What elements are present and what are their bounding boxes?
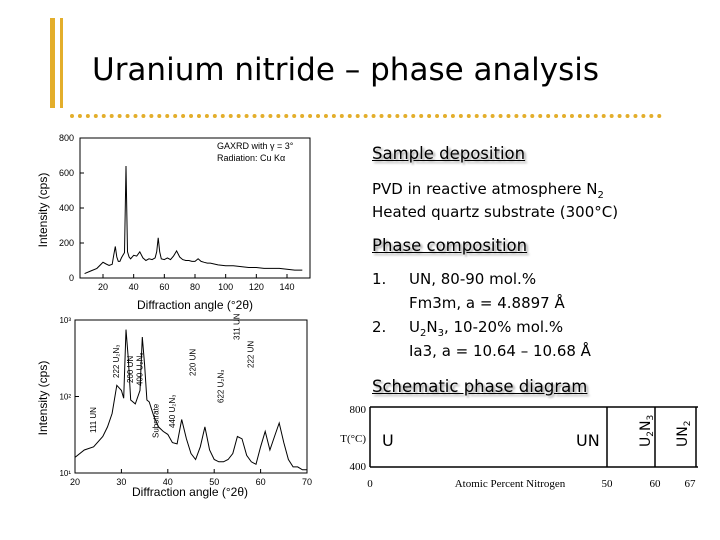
pd-column-u2n3: U2N3 [638,415,656,447]
deposition-line1-text: PVD in reactive atmosphere N [372,180,598,198]
composition-item2-num: 2. [372,318,387,336]
composition-item2-a: U [409,318,420,336]
pd-x-label: Atomic Percent Nitrogen [455,478,566,490]
c2-peak-labels: 111 UN 222 U₂N₃ 200 UN 400 U₂N₃ Substrate 440… [89,313,256,438]
composition-item2-sub2: 3 [437,328,444,339]
c2-x-tick-label: 40 [163,477,173,487]
c1-y-tick-label: 600 [59,168,74,178]
composition-item1-line1: UN, 80-90 mol.% [409,270,537,288]
c1-y-tick-label: 400 [59,203,74,213]
c2-y-label: Intensity (cps) [36,361,50,436]
c2-x-tick-label: 20 [70,477,80,487]
xrd-chart-log: 20 30 40 50 60 70 10¹ 10² 10³ 111 UN 222 U₂N₃ 200 … [36,313,312,499]
c2-peak-label: 111 UN [89,407,98,433]
c2-peak-label: Substrate [152,403,161,438]
c1-y-tick-label: 0 [69,273,74,283]
c1-y-tick-label: 200 [59,238,74,248]
c2-x-tick-label: 60 [256,477,266,487]
c1-x-tick-label: 20 [98,282,108,292]
c2-series-line [74,329,307,471]
c2-x-tick-label: 70 [302,477,312,487]
c2-x-tick-label: 50 [209,477,219,487]
xrd-chart-wide-range: 20 40 60 80 100 120 140 0 200 400 600 800 GAXRD wit… [36,133,311,312]
c2-peak-label: 200 UN [126,356,135,383]
composition-item2-b: N [426,318,438,336]
composition-heading: Phase composition [372,236,528,255]
c2-y-tick-label: 10² [59,393,71,402]
pd-x-tick-0: 0 [367,478,373,490]
phase-diagram: 800 T(°C) 400 U UN U2N3 UN2 0 Atomic Per… [340,404,698,490]
composition-item2-line2: Ia3, a = 10.64 – 10.68 Å [409,342,591,360]
pd-region-u: U [382,431,394,450]
deposition-heading: Sample deposition [372,144,526,163]
pd-x-tick-50: 50 [602,478,614,490]
c1-x-tick-label: 140 [279,282,294,292]
deposition-line2: Heated quartz substrate (300°C) [372,203,619,221]
c1-annotation-line2: Radiation: Cu Kα [217,153,285,163]
phase-diagram-heading: Schematic phase diagram [372,377,588,396]
title-dotted-rule [70,114,662,118]
deposition-line1-sub: 2 [597,190,604,201]
pd-x-tick-60: 60 [650,478,662,490]
pd-region-un: UN [576,431,600,450]
c2-peak-label: 222 U₂N₃ [112,345,121,379]
frame-bar-right [60,18,63,108]
c1-y-label: Intensity (cps) [36,173,50,248]
composition-item1-line2: Fm3m, a = 4.8897 Å [409,294,565,312]
c1-x-tick-label: 120 [249,282,264,292]
c2-tick-labels: 20 30 40 50 60 70 10¹ 10² 10³ [59,316,312,487]
c2-x-tick-label: 30 [116,477,126,487]
c2-peak-label: 222 UN [247,341,256,368]
c2-peak-label: 440 U₂N₃ [168,395,177,429]
c2-axes [74,319,308,474]
pd-x-tick-67: 67 [685,478,697,490]
slide-title: Uranium nitride – phase analysis [92,52,600,88]
c2-plot-frame [74,319,308,474]
c1-annotation-line1: GAXRD with γ = 3° [217,141,294,151]
pd-column-un2: UN2 [675,421,693,447]
c1-x-tick-label: 60 [159,282,169,292]
c1-axes [79,137,311,279]
c2-x-label: Diffraction angle (°2θ) [132,485,248,499]
c2-y-tick-label: 10¹ [59,469,71,478]
composition-item2-c: , 10-20% mol.% [443,318,564,336]
c1-x-tick-label: 80 [190,282,200,292]
composition-item1-num: 1. [372,270,387,288]
c2-peak-label: 400 U₂N₃ [135,353,144,387]
pd-y-tick-400: 400 [350,461,367,473]
pd-y-label: T(°C) [340,433,366,445]
c1-x-tick-label: 100 [218,282,233,292]
deposition-line1: PVD in reactive atmosphere N2 [372,180,604,201]
c2-peak-label: 220 UN [189,349,198,376]
c1-tick-labels: 20 40 60 80 100 120 140 0 200 400 600 800 [59,133,295,292]
pd-y-tick-800: 800 [350,404,367,416]
c2-peak-label: 311 UN [233,313,242,340]
c2-y-tick-label: 10³ [59,316,71,325]
c1-x-label: Diffraction angle (°2θ) [137,298,253,312]
composition-item2-sub1: 2 [419,328,427,339]
frame-bar-left [50,18,55,108]
c1-series-line [84,165,303,275]
composition-item2-line1: U2N3, 10-20% mol.% [409,318,563,339]
c1-x-tick-label: 40 [129,282,139,292]
c2-peak-label: 622 U₂N₃ [217,370,226,404]
c1-y-tick-label: 800 [59,133,74,143]
